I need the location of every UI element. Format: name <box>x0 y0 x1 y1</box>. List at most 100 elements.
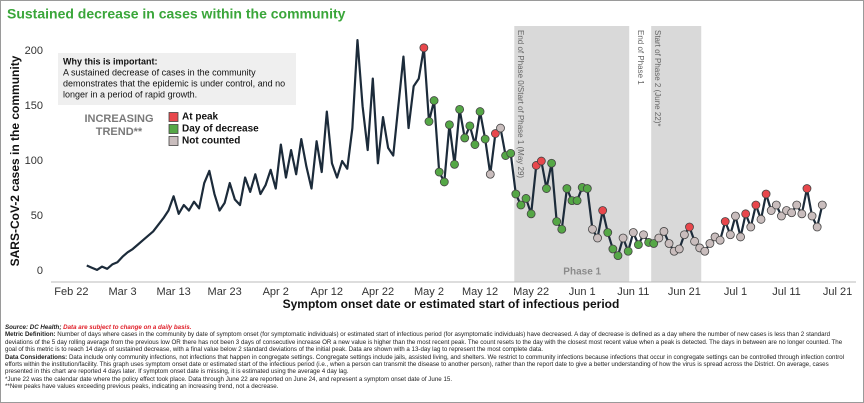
legend-swatch <box>168 112 179 122</box>
source-note: Data are subject to change on a daily ba… <box>63 324 192 331</box>
point <box>588 224 597 234</box>
point <box>777 211 786 221</box>
point <box>521 194 531 203</box>
point <box>470 140 480 149</box>
point <box>700 246 710 256</box>
point <box>634 240 643 250</box>
x-tick-label: Apr 12 <box>311 286 343 298</box>
point <box>792 200 802 210</box>
x-tick-label: Jul 11 <box>772 286 801 298</box>
point <box>649 239 659 248</box>
point <box>731 211 740 221</box>
point <box>705 239 715 248</box>
point <box>445 120 454 130</box>
callout-text: demonstrates that the epidemic is under … <box>63 78 285 88</box>
point <box>557 224 567 234</box>
point <box>460 133 470 143</box>
point <box>593 233 602 243</box>
x-tick-label: May 12 <box>462 286 498 298</box>
x-tick-label: Mar 13 <box>156 286 190 298</box>
point <box>552 217 562 226</box>
phase-label: Phase 1 <box>563 267 601 278</box>
point <box>424 117 434 126</box>
chart: Sustained decrease in cases within the c… <box>7 6 856 311</box>
point <box>685 222 694 232</box>
chart-title: Sustained decrease in cases within the c… <box>7 6 346 22</box>
y-tick-label: 200 <box>25 45 43 57</box>
note: Metric Definition: Number of days where … <box>5 331 855 353</box>
point <box>802 184 812 193</box>
callout-title: Why this is important: <box>63 56 158 66</box>
point <box>572 196 582 206</box>
point <box>639 230 648 240</box>
point <box>654 233 664 243</box>
point <box>674 244 684 254</box>
trend-label: TREND** <box>96 126 143 138</box>
y-axis-label: SARS-CoV-2 cases in the community <box>8 55 22 266</box>
point <box>746 222 756 232</box>
point <box>812 222 822 232</box>
point <box>741 209 751 219</box>
point <box>807 211 817 221</box>
x-tick-label: Jun 1 <box>569 286 596 298</box>
point <box>603 228 613 237</box>
callout-text: A sustained decrease of cases in the com… <box>63 67 256 77</box>
callout-text: longer in a period of rapid growth. <box>63 89 197 99</box>
x-tick-label: May 2 <box>414 286 444 298</box>
notes: Source: DC Health; Data are subject to c… <box>5 324 855 391</box>
point <box>450 159 459 169</box>
point <box>429 96 439 105</box>
x-tick-label: Apr 22 <box>362 286 394 298</box>
point <box>506 148 516 158</box>
source: Source: DC Health; Data are subject to c… <box>5 324 855 331</box>
y-tick-label: 0 <box>37 265 43 277</box>
footnote: *June 22 was the calendar date where the… <box>5 375 453 383</box>
point <box>664 239 674 248</box>
legend-swatch <box>168 124 179 134</box>
point <box>787 208 797 218</box>
point <box>496 123 505 133</box>
point <box>475 107 485 116</box>
footnote: **New peaks have values exceeding previo… <box>5 383 279 391</box>
point <box>690 236 699 246</box>
point <box>536 156 546 166</box>
point <box>582 184 592 193</box>
note-text: Data include only community infections, … <box>5 353 845 376</box>
point <box>766 206 776 215</box>
point <box>542 184 551 193</box>
point <box>490 129 500 138</box>
phase-band-label: Start of Phase 2 (June 22)* <box>653 30 662 127</box>
point <box>618 233 628 243</box>
point <box>797 209 807 219</box>
trend-label: INCREASING <box>84 113 153 125</box>
note-label: Metric Definition: <box>5 331 56 339</box>
x-tick-label: Jun 21 <box>668 286 701 298</box>
point <box>761 189 771 199</box>
point <box>623 246 633 256</box>
point <box>771 200 781 210</box>
point <box>736 232 745 242</box>
point <box>751 200 761 210</box>
x-tick-label: Jul 21 <box>823 286 852 298</box>
point <box>547 158 556 168</box>
note-text: Number of days where cases in the commun… <box>5 331 843 354</box>
note-label: Data Considerations: <box>5 353 68 361</box>
y-tick-label: 150 <box>25 100 43 112</box>
point <box>434 167 444 177</box>
point <box>562 184 572 193</box>
x-axis-label: Symptom onset date or estimated start of… <box>283 297 620 311</box>
x-tick-label: May 22 <box>513 286 549 298</box>
point <box>439 177 449 187</box>
point <box>817 200 827 210</box>
legend-label: Day of decrease <box>182 124 259 135</box>
point <box>608 244 618 254</box>
source-label: Source: DC Health; <box>5 324 62 331</box>
y-tick-label: 100 <box>25 155 43 167</box>
note: Data Considerations: Data include only c… <box>5 354 855 376</box>
point <box>485 169 495 179</box>
point <box>465 121 475 131</box>
point <box>455 104 465 114</box>
point <box>720 217 730 226</box>
point <box>598 206 608 215</box>
